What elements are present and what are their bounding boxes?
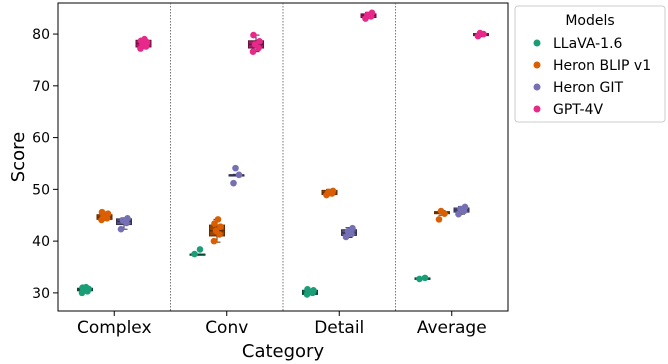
data-point xyxy=(230,179,237,187)
data-point xyxy=(250,31,257,39)
legend: Models LLaVA-1.6 Heron BLIP v1 Heron GIT GP… xyxy=(514,5,666,123)
x-tick-label: Detail xyxy=(314,318,364,338)
y-tick-label: 80 xyxy=(32,27,50,43)
point-layer xyxy=(78,9,487,298)
x-tick-label: Average xyxy=(417,318,487,338)
x-axis-title: Category xyxy=(242,341,325,362)
legend-title: Models xyxy=(565,13,614,29)
legend-items: LLaVA-1.6 Heron BLIP v1 Heron GIT GPT-4V xyxy=(533,36,651,118)
data-point xyxy=(212,227,220,235)
legend-marker xyxy=(533,105,541,113)
data-point xyxy=(435,216,443,223)
data-point xyxy=(455,210,462,218)
legend-marker xyxy=(533,61,541,69)
data-point xyxy=(82,283,90,291)
data-point xyxy=(310,286,317,294)
data-point xyxy=(98,208,106,216)
data-point xyxy=(104,210,112,217)
x-tick-label: Conv xyxy=(205,318,248,338)
legend-marker xyxy=(533,39,541,47)
data-point xyxy=(368,9,376,17)
y-tick-label: 50 xyxy=(32,182,50,198)
data-point xyxy=(210,237,218,245)
data-point xyxy=(141,35,148,43)
y-axis-title: Score xyxy=(8,132,29,182)
data-point xyxy=(349,224,356,232)
data-point xyxy=(304,285,311,293)
data-point xyxy=(196,246,204,253)
y-axis: 30 40 50 60 70 80 xyxy=(32,27,58,302)
data-point xyxy=(117,225,125,233)
data-point xyxy=(461,203,469,211)
legend-frame xyxy=(514,5,666,123)
data-point xyxy=(416,275,423,283)
legend-label: Heron BLIP v1 xyxy=(553,58,651,74)
data-point xyxy=(249,48,257,55)
data-point xyxy=(437,207,445,215)
data-point xyxy=(232,164,239,172)
data-point xyxy=(235,171,243,179)
data-point xyxy=(191,250,198,258)
category-separators xyxy=(170,3,396,311)
data-point xyxy=(124,215,131,222)
data-point xyxy=(214,216,222,223)
y-tick-label: 70 xyxy=(32,79,50,95)
data-point xyxy=(217,223,224,230)
legend-marker xyxy=(533,83,541,91)
legend-label: GPT-4V xyxy=(553,102,604,118)
data-point xyxy=(421,274,429,282)
data-point xyxy=(256,38,263,45)
x-tick-label: Complex xyxy=(77,318,152,338)
data-point xyxy=(329,187,337,195)
y-tick-label: 40 xyxy=(32,234,50,250)
x-axis: Complex Conv Detail Average xyxy=(77,311,487,338)
data-point xyxy=(476,29,484,37)
y-tick-label: 60 xyxy=(32,131,50,147)
legend-label: Heron GIT xyxy=(553,80,623,96)
data-point xyxy=(342,233,350,241)
y-tick-label: 30 xyxy=(32,286,50,302)
legend-label: LLaVA-1.6 xyxy=(553,36,623,52)
